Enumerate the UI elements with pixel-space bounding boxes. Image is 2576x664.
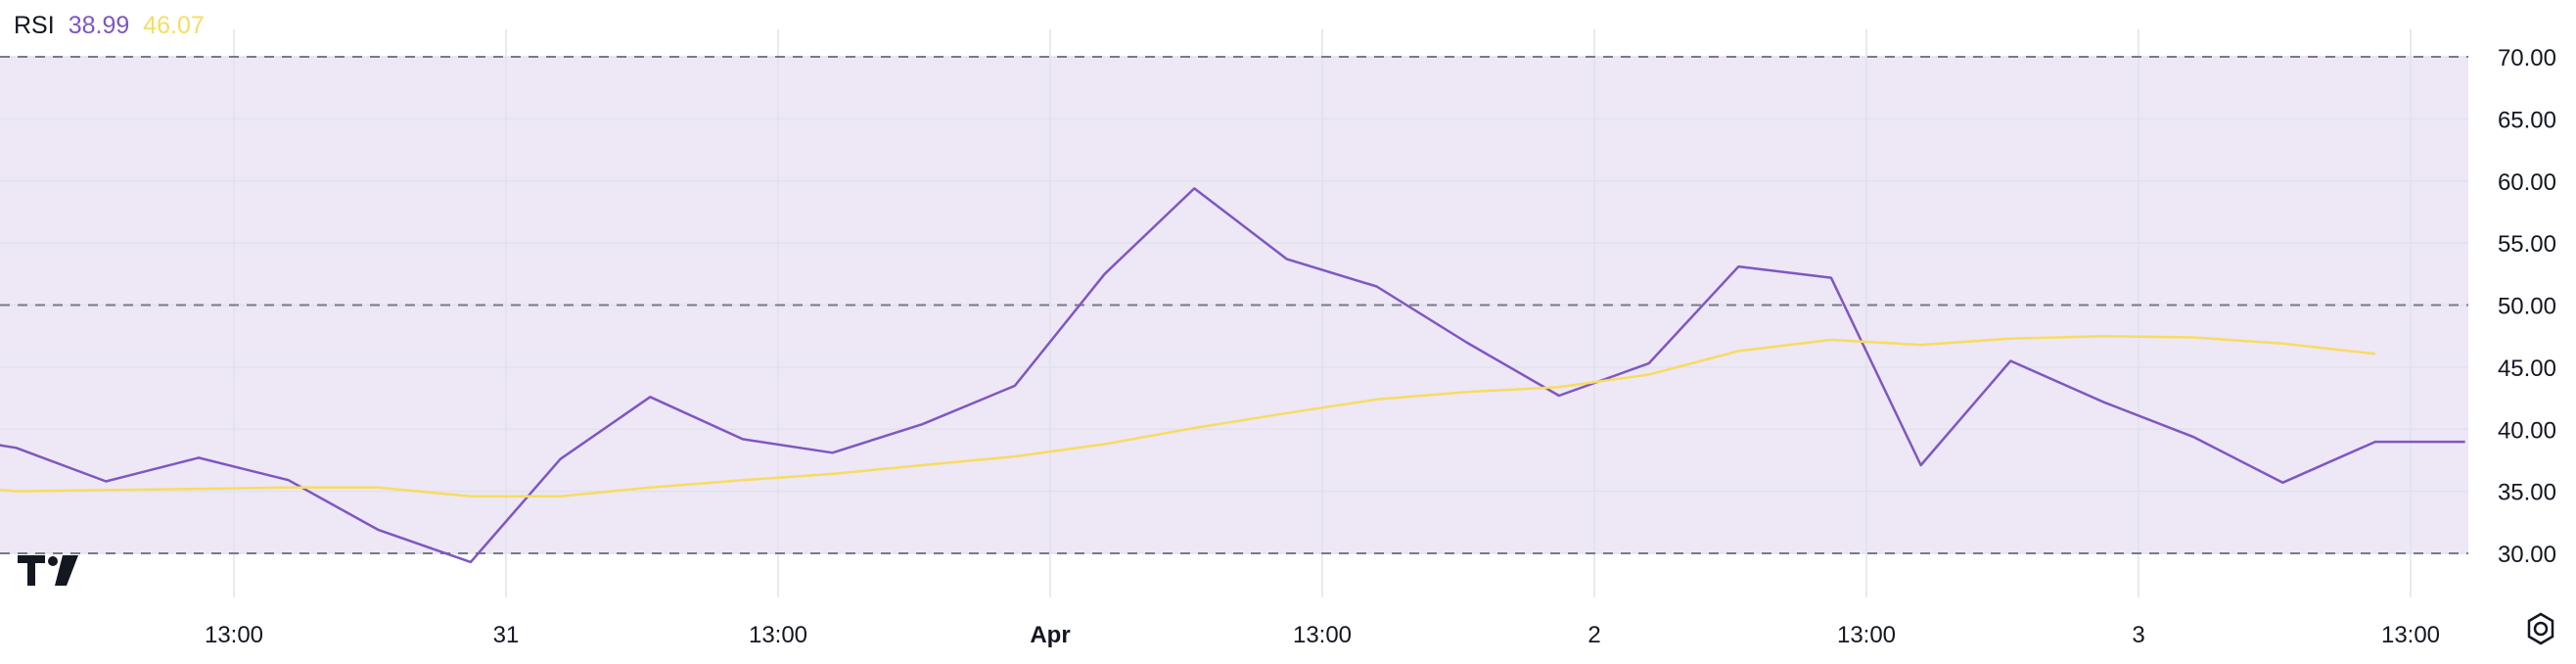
- legend-ma-value: 46.07: [143, 12, 205, 39]
- series-line-rsi[interactable]: [0, 187, 2465, 564]
- y-tick-label: 30.00: [2498, 542, 2556, 568]
- legend-indicator-name: RSI: [14, 12, 55, 39]
- x-tick-label: 3: [2132, 622, 2144, 648]
- y-tick-label: 45.00: [2498, 356, 2556, 382]
- y-tick-label: 70.00: [2498, 45, 2556, 71]
- settings-icon[interactable]: [2521, 609, 2560, 648]
- x-tick-label: 13:00: [749, 622, 807, 648]
- y-tick-label: 55.00: [2498, 231, 2556, 258]
- series-line-ma[interactable]: [0, 334, 2376, 498]
- x-tick-label: 13:00: [205, 622, 263, 648]
- y-tick-label: 60.00: [2498, 169, 2556, 196]
- y-tick-label: 50.00: [2498, 294, 2556, 320]
- x-tick-label: 2: [1587, 622, 1600, 648]
- legend-rsi-value: 38.99: [68, 12, 130, 39]
- legend: RSI 38.99 46.07: [14, 12, 205, 40]
- y-tick-label: 35.00: [2498, 480, 2556, 506]
- x-tick-label: 13:00: [1837, 622, 1896, 648]
- x-tick-label: Apr: [1030, 622, 1070, 648]
- tradingview-logo-icon[interactable]: [18, 555, 78, 586]
- y-tick-label: 40.00: [2498, 417, 2556, 444]
- x-tick-label: 13:00: [2381, 622, 2440, 648]
- x-tick-label: 13:00: [1293, 622, 1352, 648]
- y-tick-label: 65.00: [2498, 107, 2556, 133]
- x-tick-label: 31: [493, 622, 520, 648]
